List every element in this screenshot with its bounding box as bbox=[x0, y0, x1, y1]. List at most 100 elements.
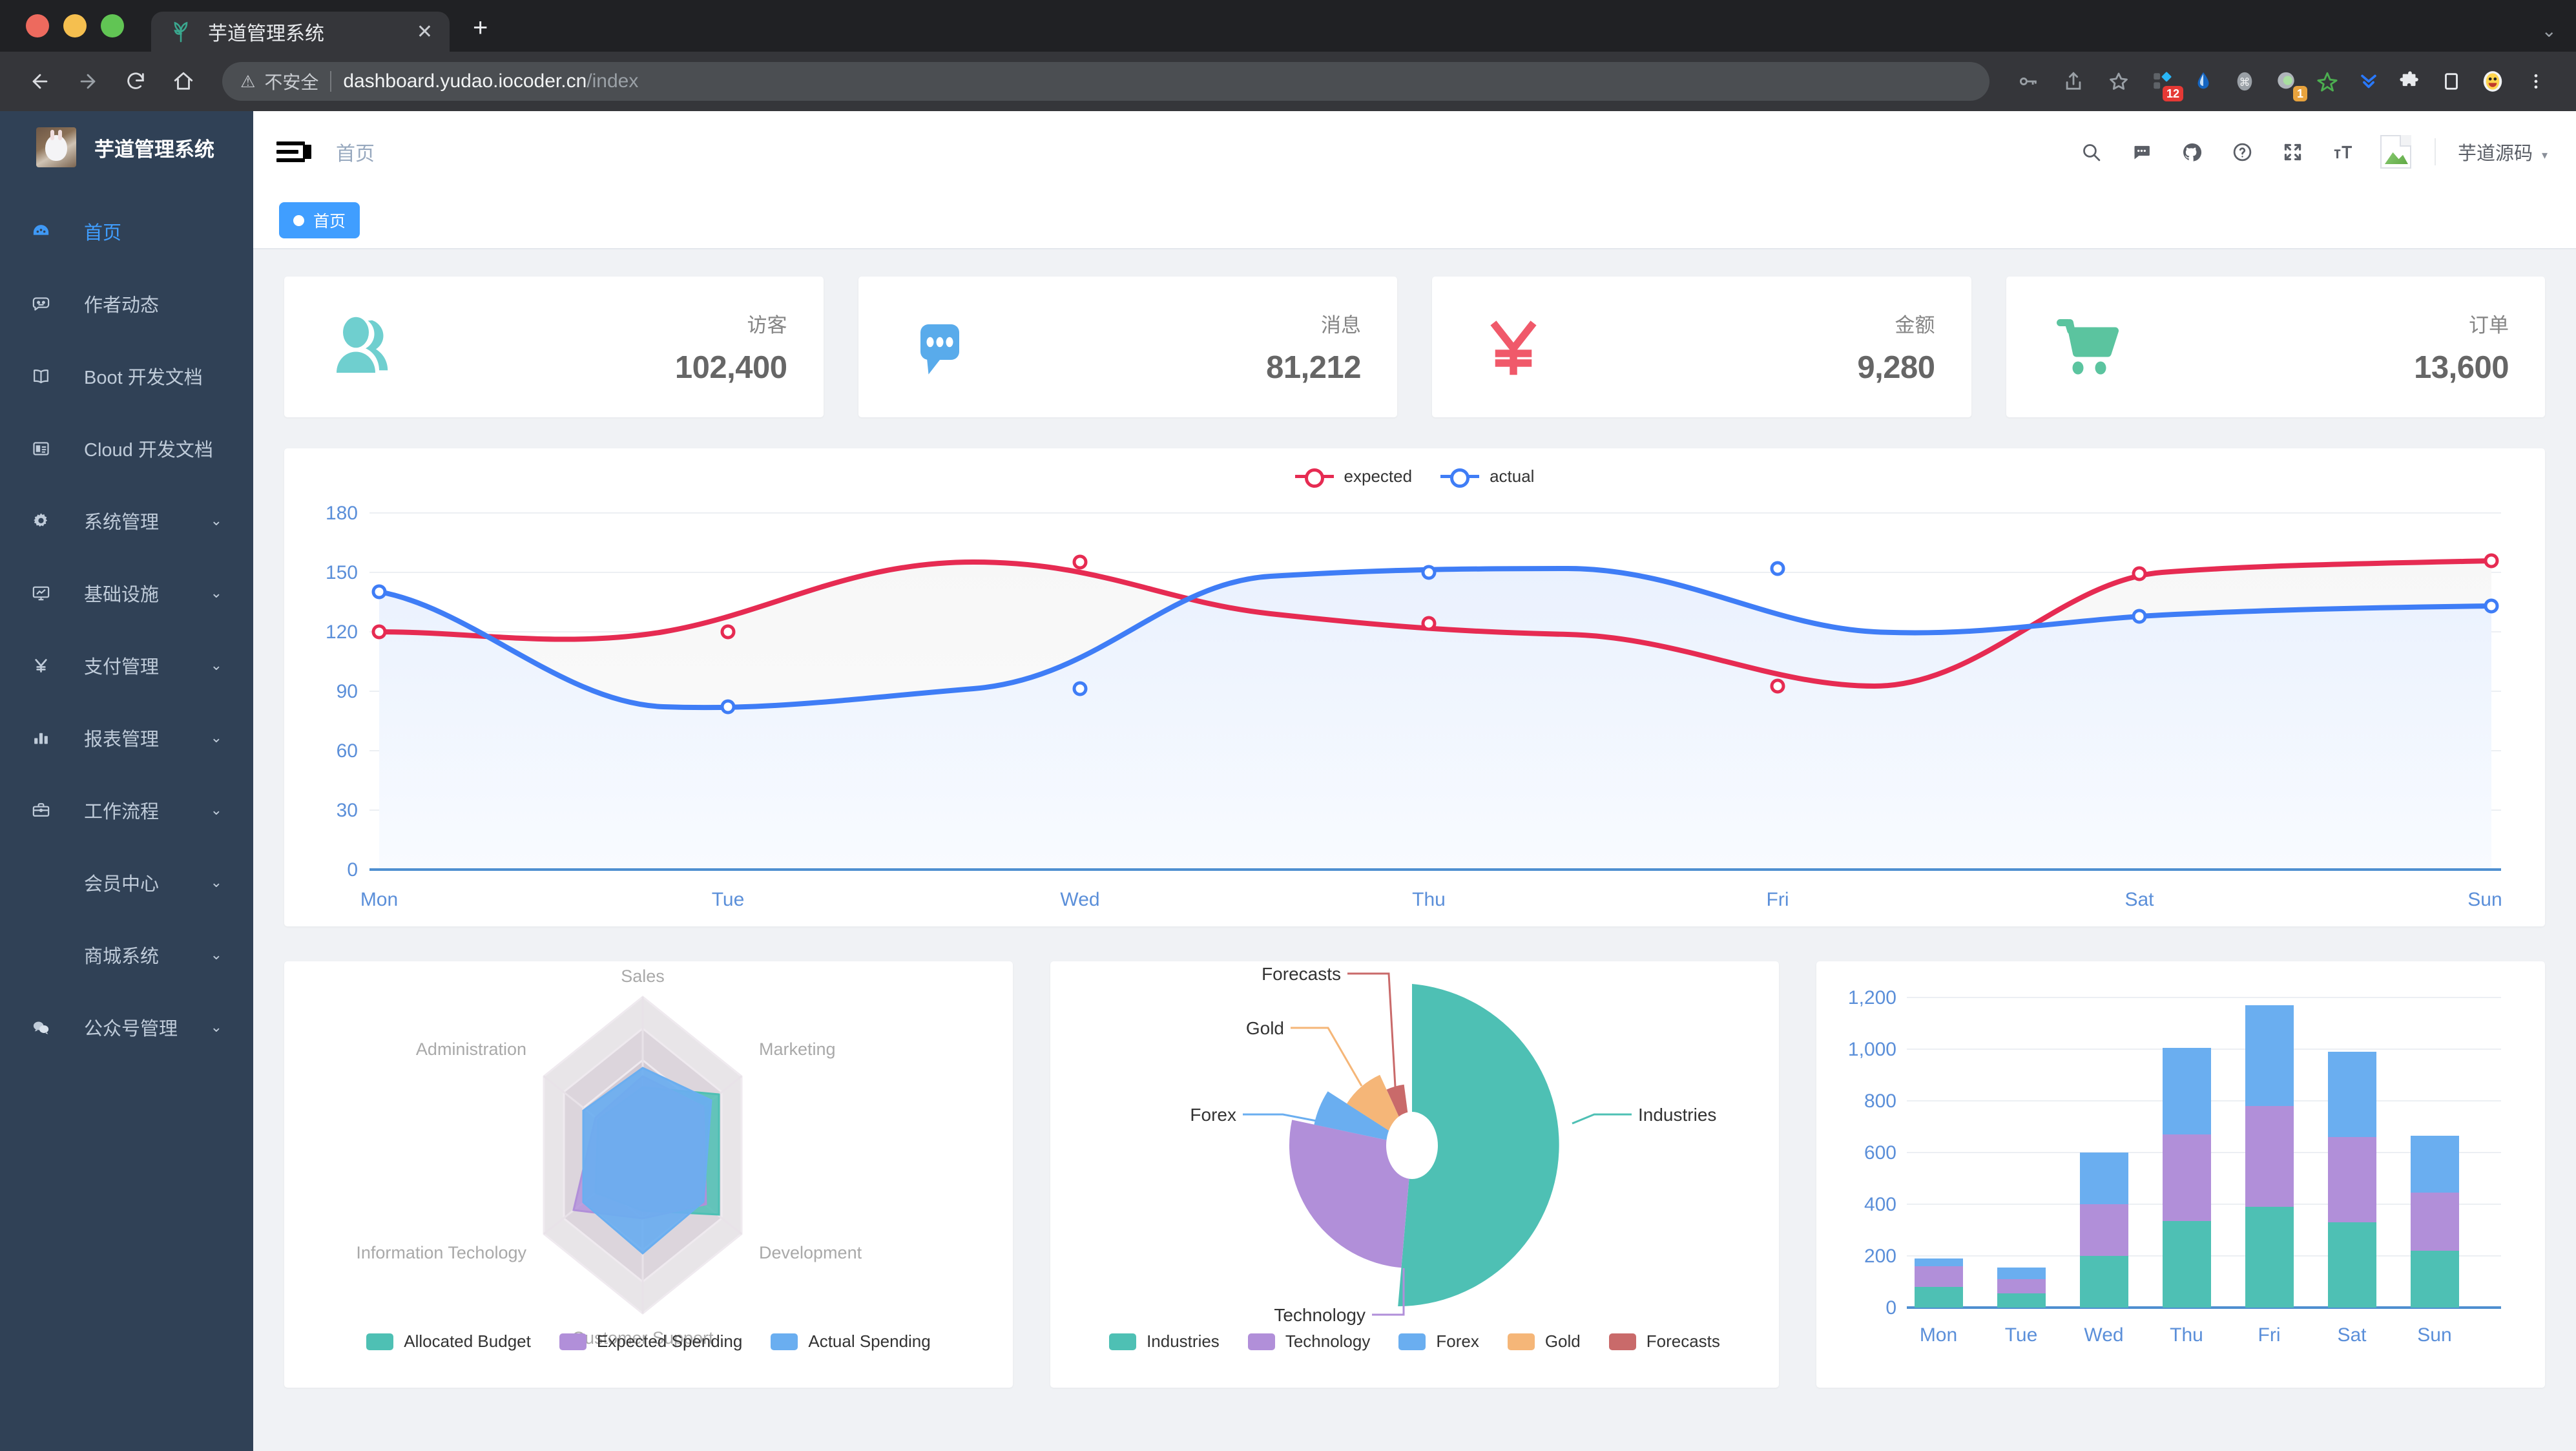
legend-item-industries[interactable]: Industries bbox=[1109, 1331, 1220, 1352]
tags-view: 首页 bbox=[253, 193, 2576, 249]
bookmark-star-icon[interactable] bbox=[2098, 61, 2139, 102]
wechat-icon bbox=[31, 1018, 67, 1038]
line-chart-legend: expected actual bbox=[284, 466, 2545, 486]
extension-sidepanel-icon[interactable] bbox=[2433, 63, 2470, 100]
stat-card-visitors[interactable]: 访客 102,400 bbox=[284, 277, 824, 417]
sidebar-item-author-news[interactable]: 作者动态 bbox=[0, 267, 253, 340]
radar-chart-legend: Allocated Budget Expected Spending Actua… bbox=[284, 1331, 1013, 1352]
help-icon[interactable] bbox=[2229, 138, 2256, 165]
sidebar-item-mall-system[interactable]: 商城系统 ⌄ bbox=[0, 919, 253, 991]
chrome-menu-icon[interactable] bbox=[2515, 61, 2557, 102]
legend-item-expected[interactable]: expected bbox=[1294, 466, 1412, 486]
maximize-window-button[interactable] bbox=[101, 14, 124, 37]
radar-indicator-administration: Administration bbox=[416, 1039, 526, 1059]
sidebar-item-payment-management[interactable]: 支付管理 ⌄ bbox=[0, 629, 253, 702]
user-menu[interactable]: 芋道源码 ▾ bbox=[2434, 138, 2548, 165]
home-icon[interactable] bbox=[163, 61, 204, 102]
stat-cards: 访客 102,400 bbox=[284, 277, 2545, 417]
fullscreen-icon[interactable] bbox=[2280, 138, 2307, 165]
chevron-down-icon: ⌄ bbox=[210, 802, 222, 818]
svg-text:Wed: Wed bbox=[1060, 889, 1099, 910]
extension-command-icon[interactable]: ⌘ bbox=[2226, 63, 2263, 100]
user-name: 芋道源码 bbox=[2457, 143, 2533, 164]
legend-item-expected-spending[interactable]: Expected Spending bbox=[559, 1331, 742, 1352]
back-icon[interactable] bbox=[19, 61, 61, 102]
sidebar-item-label: 首页 bbox=[84, 223, 122, 244]
chat-robot-icon bbox=[31, 294, 67, 314]
svg-text:Mon: Mon bbox=[360, 889, 398, 910]
sidebar-item-cloud-docs[interactable]: Cloud 开发文档 bbox=[0, 412, 253, 485]
sidebar-item-wechat-management[interactable]: 公众号管理 ⌄ bbox=[0, 991, 253, 1063]
sidebar-item-boot-docs[interactable]: Boot 开发文档 bbox=[0, 340, 253, 412]
navbar: 首页 bbox=[253, 111, 2576, 193]
forward-icon[interactable] bbox=[67, 61, 109, 102]
gear-icon bbox=[31, 511, 67, 531]
extension-puzzle-icon[interactable] bbox=[2391, 63, 2429, 100]
legend-label: Allocated Budget bbox=[404, 1331, 531, 1351]
stat-card-messages[interactable]: 消息 81,212 bbox=[858, 277, 1397, 417]
font-size-icon[interactable] bbox=[2330, 138, 2357, 165]
extension-drop-icon[interactable] bbox=[2185, 63, 2222, 100]
extension-chevrons-down-icon[interactable] bbox=[2350, 63, 2387, 100]
sidebar-item-report-management[interactable]: 报表管理 ⌄ bbox=[0, 702, 253, 774]
legend-item-forex[interactable]: Forex bbox=[1398, 1331, 1479, 1352]
bar-chart-svg: 1,200 1,000 800 600 400 200 0 bbox=[1848, 987, 2501, 1346]
close-icon[interactable]: ✕ bbox=[416, 21, 433, 43]
document-icon bbox=[31, 439, 67, 459]
svg-text:Sat: Sat bbox=[2124, 889, 2154, 910]
profile-avatar[interactable] bbox=[2474, 63, 2511, 100]
broken-image-avatar[interactable] bbox=[2380, 135, 2411, 169]
legend-item-technology[interactable]: Technology bbox=[1247, 1331, 1370, 1352]
new-tab-button[interactable]: + bbox=[473, 14, 488, 42]
share-icon[interactable] bbox=[2053, 61, 2094, 102]
extension-grid-icon[interactable]: 12 bbox=[2143, 63, 2183, 101]
legend-item-forecasts[interactable]: Forecasts bbox=[1608, 1331, 1720, 1352]
legend-item-allocated-budget[interactable]: Allocated Budget bbox=[366, 1331, 531, 1352]
not-secure-indicator[interactable]: ⚠ 不安全 bbox=[240, 68, 318, 94]
yen-icon bbox=[31, 656, 67, 676]
browser-tab[interactable]: 芋道管理系统 ✕ bbox=[151, 12, 450, 52]
chevron-down-icon: ⌄ bbox=[210, 585, 222, 601]
bar-group-sat bbox=[2328, 1052, 2376, 1308]
reload-icon[interactable] bbox=[115, 61, 156, 102]
sidebar-item-member-center[interactable]: 会员中心 ⌄ bbox=[0, 846, 253, 919]
collapse-sidebar-icon[interactable] bbox=[276, 141, 311, 162]
message-icon bbox=[895, 302, 985, 392]
extension-star-icon[interactable] bbox=[2309, 63, 2346, 100]
key-icon[interactable] bbox=[2008, 61, 2049, 102]
stat-value: 13,600 bbox=[2414, 350, 2509, 385]
sidebar-item-system-management[interactable]: 系统管理 ⌄ bbox=[0, 485, 253, 557]
line-chart-svg: 180 150 120 90 60 30 0 bbox=[326, 505, 2502, 910]
lower-charts-row: Sales Marketing Development Customer Sup… bbox=[284, 961, 2545, 1388]
logo-avatar bbox=[36, 127, 76, 167]
legend-label: Forex bbox=[1436, 1331, 1479, 1351]
chevron-down-icon: ▾ bbox=[2541, 148, 2548, 162]
sidebar-item-home[interactable]: 首页 bbox=[0, 195, 253, 267]
stat-card-orders[interactable]: 订单 13,600 bbox=[2006, 277, 2545, 417]
chat-icon[interactable] bbox=[2128, 138, 2155, 165]
sidebar-logo[interactable]: 芋道管理系统 bbox=[0, 111, 253, 183]
sidebar-item-workflow[interactable]: 工作流程 ⌄ bbox=[0, 774, 253, 846]
svg-text:Sun: Sun bbox=[2467, 889, 2502, 910]
browser-toolbar: ⚠ 不安全 dashboard.yudao.iocoder.cn/index 1… bbox=[0, 52, 2576, 111]
search-icon[interactable] bbox=[2078, 138, 2105, 165]
svg-text:Sat: Sat bbox=[2337, 1324, 2367, 1346]
github-icon[interactable] bbox=[2179, 138, 2206, 165]
svg-text:Sun: Sun bbox=[2417, 1324, 2451, 1346]
minimize-window-button[interactable] bbox=[63, 14, 87, 37]
tag-home[interactable]: 首页 bbox=[279, 202, 360, 238]
legend-item-actual-spending[interactable]: Actual Spending bbox=[771, 1331, 931, 1352]
chevron-down-icon[interactable]: ⌄ bbox=[2541, 21, 2557, 41]
legend-item-actual[interactable]: actual bbox=[1440, 466, 1534, 486]
stat-text: 访客 102,400 bbox=[675, 309, 787, 386]
sidebar: 芋道管理系统 首页 作者动态 bbox=[0, 111, 253, 1451]
close-window-button[interactable] bbox=[26, 14, 49, 37]
sidebar-item-infrastructure[interactable]: 基础设施 ⌄ bbox=[0, 557, 253, 629]
address-bar[interactable]: ⚠ 不安全 dashboard.yudao.iocoder.cn/index bbox=[222, 62, 1989, 101]
bar-group-fri bbox=[2245, 1005, 2294, 1308]
legend-item-gold[interactable]: Gold bbox=[1507, 1331, 1581, 1352]
chevron-down-icon: ⌄ bbox=[210, 729, 222, 746]
legend-swatch bbox=[771, 1333, 798, 1350]
extension-circle-icon[interactable]: 1 bbox=[2267, 63, 2307, 101]
stat-card-amount[interactable]: 金额 9,280 bbox=[1432, 277, 1971, 417]
